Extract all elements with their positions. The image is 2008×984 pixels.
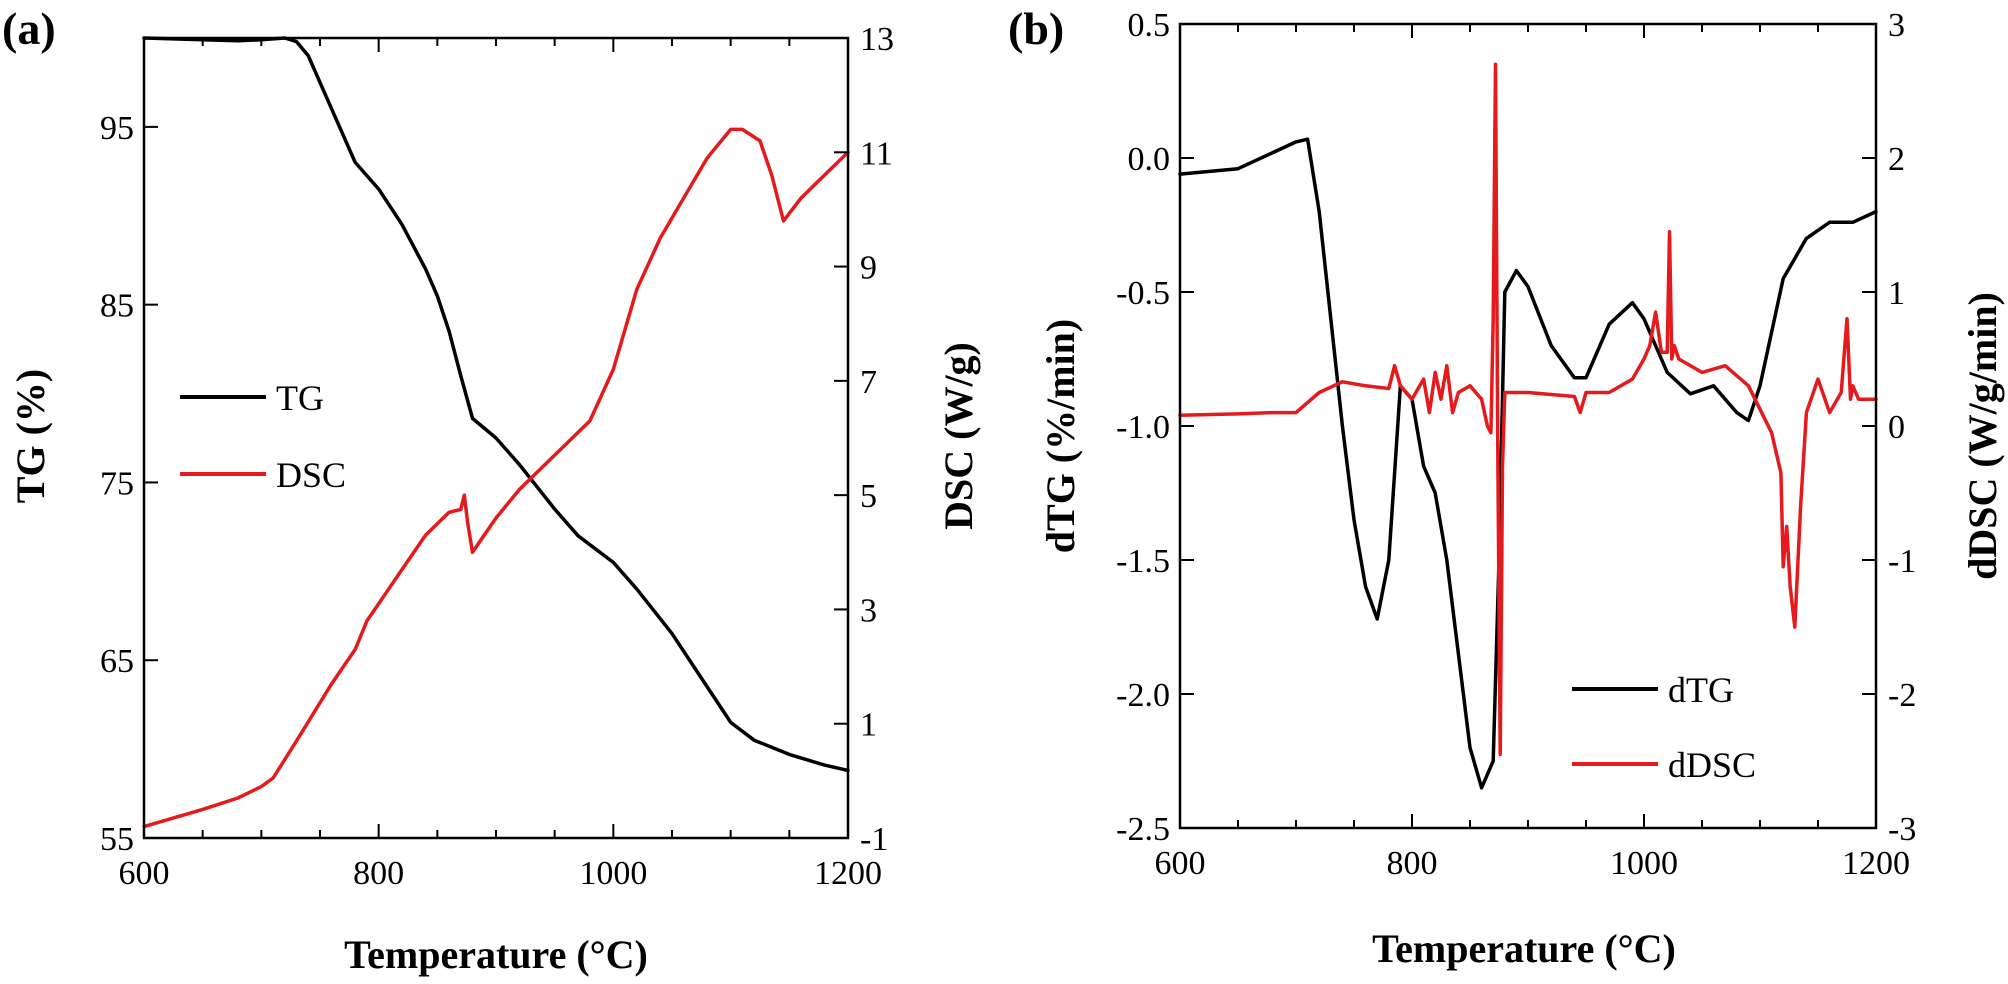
panel-a-y2-tick-label: 3 <box>860 592 877 629</box>
panel-a: (a) 600 800 1000 12005565758595-1135791113 … <box>2 3 981 977</box>
panel-b: (b) 600 800 1000 1200 -2.5 -2.0 -1.5 -1.0 -0.5 0.… <box>1008 3 2005 971</box>
panel-b-y-axis-title: dTG (%/min) <box>1038 319 1083 553</box>
panel-b-y-tick-label: -2.5 <box>1116 811 1170 848</box>
panel-a-label: (a) <box>2 3 56 54</box>
panel-a-y-tick-label: 85 <box>100 288 134 325</box>
panel-a-y-axis-title: TG (%) <box>8 369 53 503</box>
panel-b-label: (b) <box>1008 3 1064 54</box>
panel-b-legend-label-ddsc: dDSC <box>1668 745 1756 785</box>
panel-b-y2-tick-label: -2 <box>1888 677 1916 714</box>
panel-b-y2-tick-label: 3 <box>1888 7 1905 44</box>
panel-b-plot-area: 600 800 1000 1200 -2.5 -2.0 -1.5 -1.0 -0.5 0.0 0.5… <box>1116 7 1916 882</box>
panel-a-x-axis-title: Temperature (°C) <box>344 932 648 977</box>
panel-a-y2-tick-label: 9 <box>860 250 877 287</box>
panel-a-y2-tick-label: 5 <box>860 478 877 515</box>
panel-a-y2-tick-label: 7 <box>860 364 877 401</box>
panel-a-y2-tick-label: 1 <box>860 707 877 744</box>
panel-a-x-tick-label: 1000 <box>579 855 647 892</box>
panel-a-y-tick-label: 75 <box>100 465 134 502</box>
panel-b-x-axis-title: Temperature (°C) <box>1372 926 1676 971</box>
panel-b-y-tick-label: 0.0 <box>1128 141 1171 178</box>
panel-b-legend: dTG dDSC <box>1572 670 1756 785</box>
panel-a-y-tick-label: 95 <box>100 110 134 147</box>
panel-b-y-tick-label: -2.0 <box>1116 677 1170 714</box>
panel-b-y2-tick-label: 2 <box>1888 141 1905 178</box>
panel-b-x-tick-label: 1200 <box>1842 845 1910 882</box>
panel-b-y2-tick-label: -1 <box>1888 543 1916 580</box>
panel-b-legend-label-dtg: dTG <box>1668 670 1734 710</box>
panel-a-series-line-tg <box>142 36 850 773</box>
panel-b-plot-frame <box>1178 22 1878 830</box>
panel-b-x-tick-label: 800 <box>1387 845 1438 882</box>
panel-b-y-tick-label: -0.5 <box>1116 275 1170 312</box>
panel-a-x-tick-label: 800 <box>353 855 404 892</box>
panel-a-y2-tick-label: -1 <box>860 821 888 858</box>
panel-a-legend-label-tg: TG <box>276 378 324 418</box>
panel-b-x-tick-label: 600 <box>1155 845 1206 882</box>
panel-a-legend-label-dsc: DSC <box>276 455 346 495</box>
panel-b-y-tick-label: -1.0 <box>1116 409 1170 446</box>
panel-b-x-tick-label: 1000 <box>1610 845 1678 882</box>
panel-a-y-tick-label: 55 <box>100 821 134 858</box>
panel-b-y2-tick-label: -3 <box>1888 811 1916 848</box>
panel-b-y2-tick-label: 1 <box>1888 275 1905 312</box>
panel-b-y2-tick-label: 0 <box>1888 409 1905 446</box>
panel-a-y2-tick-label: 13 <box>860 21 894 58</box>
panel-b-series-line-ddsc <box>1178 62 1878 757</box>
panel-a-legend: TG DSC <box>180 378 346 495</box>
panel-b-y-tick-label: -1.5 <box>1116 543 1170 580</box>
panel-b-y2-axis-title: dDSC (W/g/min) <box>1960 292 2005 580</box>
panel-b-y-tick-label: 0.5 <box>1128 7 1171 44</box>
panel-a-y-tick-label: 65 <box>100 643 134 680</box>
panel-a-y2-axis-title: DSC (W/g) <box>936 342 981 530</box>
panel-a-y2-tick-label: 11 <box>860 135 893 172</box>
panel-b-series-line-dtg <box>1178 137 1878 790</box>
panel-a-series-line-dsc <box>142 127 850 829</box>
panel-a-x-tick-label: 600 <box>119 855 170 892</box>
panel-a-x-tick-label: 1200 <box>814 855 882 892</box>
